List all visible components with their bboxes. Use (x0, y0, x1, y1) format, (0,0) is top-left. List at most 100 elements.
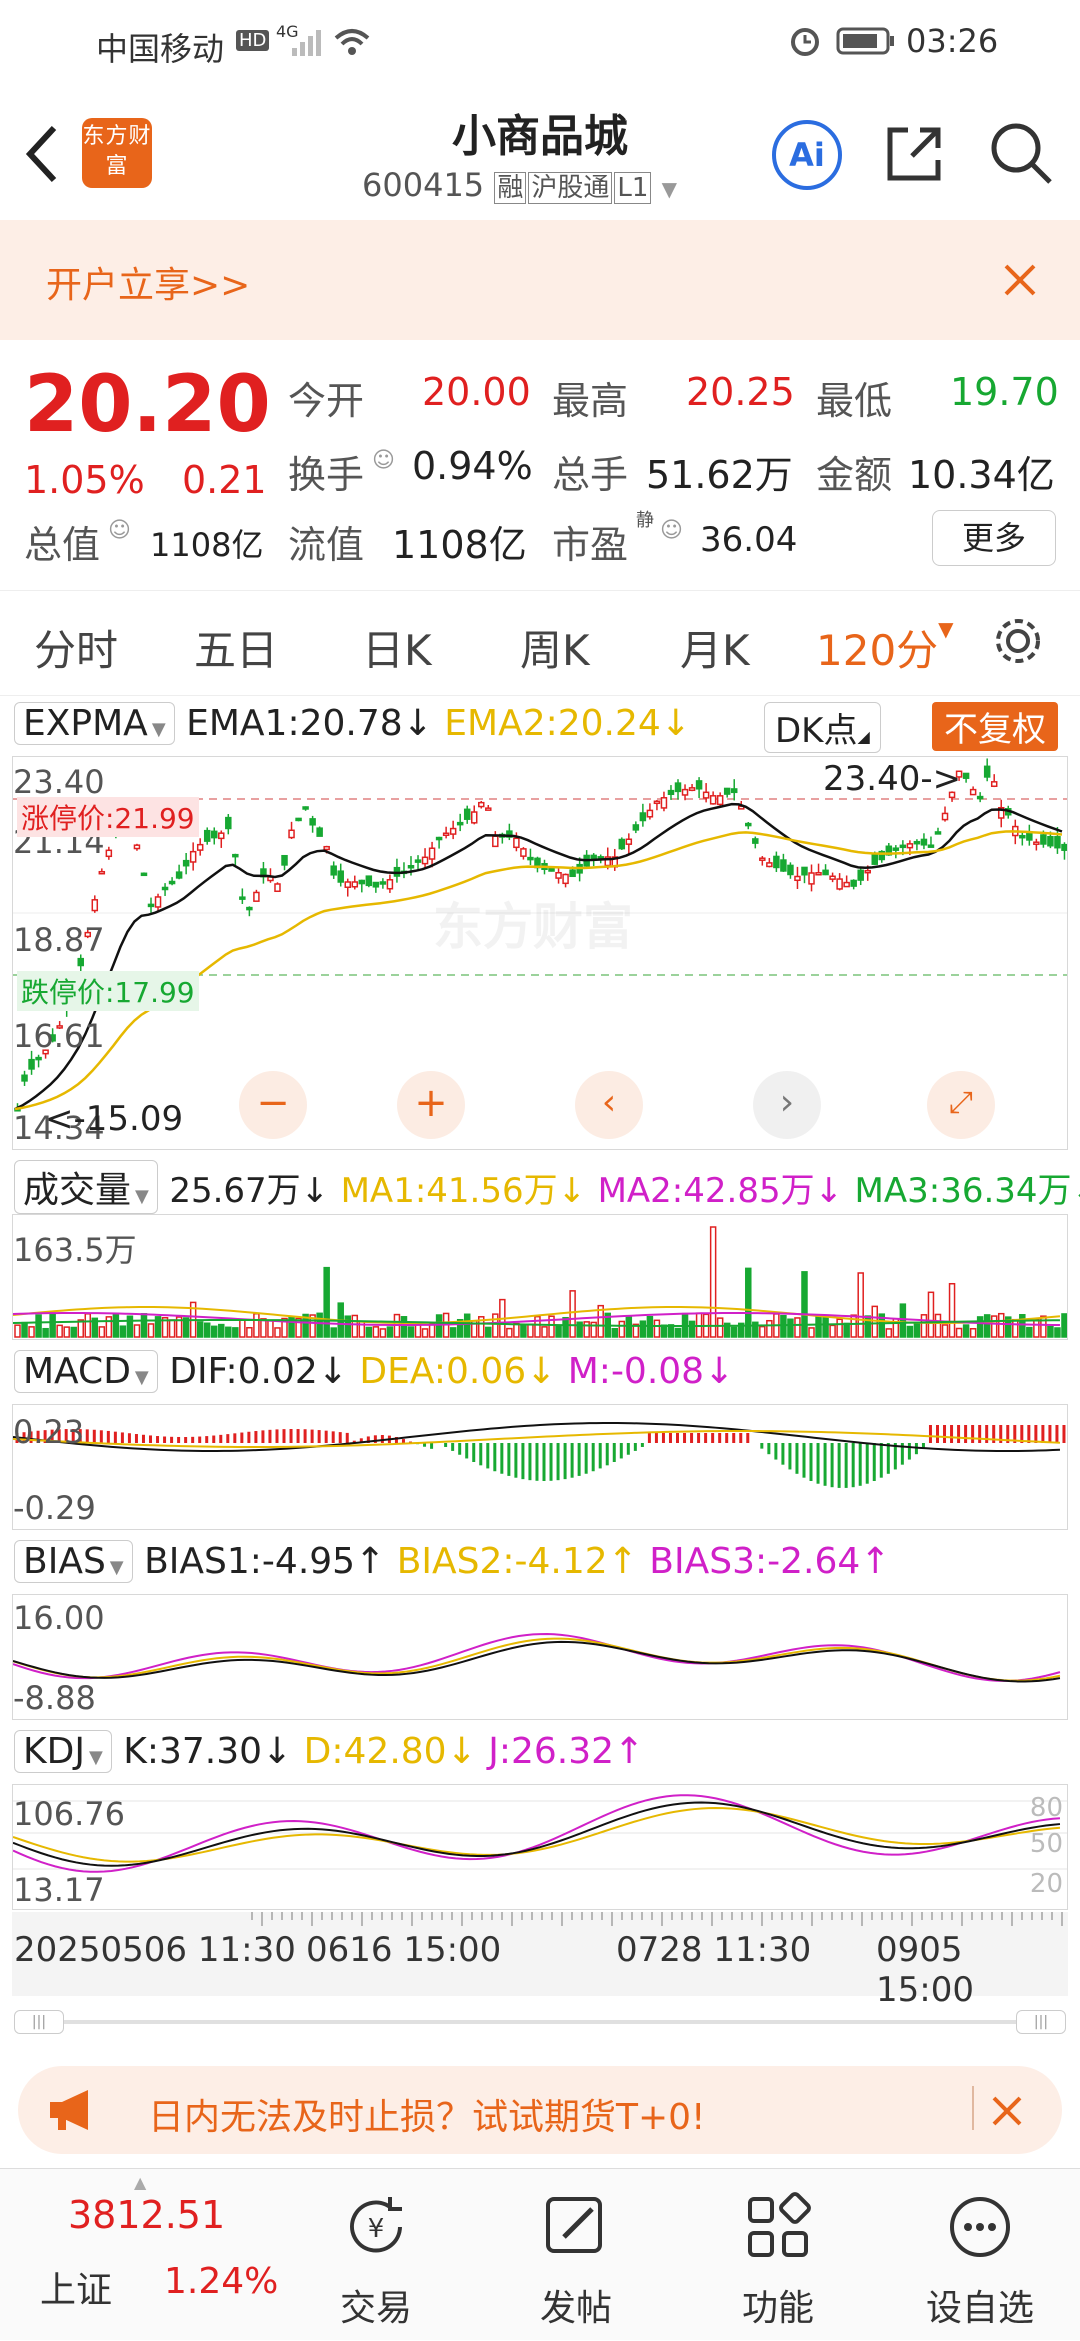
dropdown-icon: ▼ (151, 719, 166, 740)
candle-body (492, 835, 499, 848)
y-axis-bottom: 14.34 (13, 1109, 105, 1147)
volume-row: 成交量 ▼ 25.67万↓ MA1:41.56万↓ MA2:42.85万↓ MA3… (14, 1160, 1080, 1214)
candle-body (485, 807, 492, 811)
scrollbar-right-handle[interactable]: ||| (1016, 2010, 1066, 2034)
index-change[interactable]: 1.24% (164, 2261, 279, 2302)
volume-bar (421, 1328, 429, 1338)
fullscreen-icon[interactable]: ⤢ (927, 1071, 995, 1139)
kdj-select[interactable]: KDJ ▼ (14, 1730, 112, 1773)
open-label: 今开 (288, 379, 365, 423)
signal-icon (292, 30, 321, 56)
kline-panel[interactable]: 23.40 21.14 18.87 16.61 14.34 涨停价:21.99 … (12, 756, 1068, 1150)
volume-bar (267, 1319, 274, 1338)
amount-value: 10.34亿 (908, 453, 1055, 497)
function-button[interactable]: 功能 (698, 2169, 858, 2341)
bias-select[interactable]: BIAS ▼ (14, 1540, 133, 1583)
candle-body (140, 872, 148, 877)
candle-body (787, 864, 794, 876)
megaphone-icon (50, 2090, 88, 2130)
tab-intraday[interactable]: 分时 (34, 626, 119, 675)
min-price-label: <-15.09 (45, 1099, 184, 1139)
candle-body (520, 848, 527, 857)
bias2-value: BIAS2:-4.12↑ (396, 1541, 638, 1582)
indicator-select[interactable]: EXPMA ▼ (14, 702, 175, 745)
chevron-left-icon[interactable]: ‹ (575, 1071, 643, 1139)
index-name[interactable]: 上证 (40, 2270, 113, 2311)
tab-120min[interactable]: 120分▼ (816, 617, 954, 678)
back-icon[interactable] (24, 124, 60, 184)
candle-body (274, 883, 281, 893)
battery-icon (836, 27, 894, 55)
volume-bar (21, 1321, 28, 1338)
info-icon[interactable]: ☺ (660, 518, 683, 543)
bias-y-bottom: -8.88 (13, 1679, 96, 1717)
volume-bar (239, 1318, 246, 1338)
promo-banner[interactable]: 开户立享>> (0, 220, 1080, 340)
trade-label: 交易 (339, 2288, 412, 2329)
volume-bar (857, 1272, 864, 1338)
kdj-row: KDJ ▼ K:37.30↓ D:42.80↓ J:26.32↑ (14, 1730, 644, 1773)
volume-bar (1047, 1325, 1054, 1338)
kdj-ref-50: 50 (1029, 1829, 1063, 1859)
index-value[interactable]: 3812.51 (68, 2193, 226, 2237)
stock-header: 东方财富 小商品城 600415 融沪股通 L1 ▼ Ai (0, 86, 1080, 220)
close-icon[interactable] (990, 2094, 1024, 2128)
volume-bar (597, 1304, 604, 1338)
chevron-right-icon[interactable]: › (753, 1071, 821, 1139)
search-icon[interactable] (988, 120, 1054, 186)
bias-panel: 16.00 -8.88 (12, 1594, 1068, 1720)
candle-body (730, 788, 738, 794)
candle-body (913, 840, 921, 845)
volume-bar (154, 1316, 162, 1338)
info-icon[interactable]: ☺ (108, 518, 131, 543)
candle-body (1047, 835, 1054, 847)
ai-label: Ai (789, 136, 825, 174)
tab-weekly[interactable]: 周K (520, 626, 590, 675)
scrollbar-left-handle[interactable]: ||| (14, 2010, 64, 2034)
close-icon[interactable] (1002, 262, 1038, 298)
kdj-ref-20: 20 (1029, 1869, 1063, 1899)
zoom-in-button[interactable]: + (397, 1071, 465, 1139)
volume-bar (815, 1314, 822, 1338)
candle-body (189, 850, 197, 863)
period-tabs: 分时 五日 日K 周K 月K 120分▼ (0, 590, 1080, 696)
tab-five-day[interactable]: 五日 (194, 626, 279, 675)
ai-button[interactable]: Ai (772, 120, 842, 190)
info-icon[interactable]: ☺ (372, 448, 395, 473)
post-button[interactable]: 发帖 (496, 2169, 656, 2341)
candle-body (196, 843, 204, 851)
share-icon[interactable] (882, 120, 948, 186)
candle-body (653, 800, 661, 805)
volume-chart (13, 1226, 1067, 1338)
candle-body (555, 872, 562, 879)
volume-bar (77, 1319, 84, 1338)
tab-monthly[interactable]: 月K (680, 626, 750, 675)
candle-body (147, 903, 155, 908)
limit-down-label: 跌停价:17.99 (17, 971, 199, 1011)
tab-daily[interactable]: 日K (362, 626, 432, 675)
vol-ma3: MA3:36.34万↓ (854, 1171, 1080, 1211)
more-button[interactable]: 更多 (932, 510, 1056, 566)
candle-body (56, 1025, 63, 1029)
zoom-out-button[interactable]: − (239, 1071, 307, 1139)
pe-value: 36.04 (700, 520, 798, 560)
candle-body (934, 831, 942, 835)
kdj-ref-80: 80 (1029, 1793, 1063, 1823)
stock-code-row[interactable]: 600415 融沪股通 L1 ▼ (362, 166, 677, 204)
carrier-name: 中国移动 (96, 30, 225, 68)
volume-bar (885, 1328, 893, 1338)
dk-point-button[interactable]: DK点◢ (764, 702, 881, 753)
candle-body (442, 832, 450, 836)
watchlist-button[interactable]: 设自选 (900, 2169, 1060, 2341)
candle-body (948, 791, 956, 799)
app-logo-text: 东方财富 (82, 124, 152, 179)
adjust-button[interactable]: 不复权 (932, 702, 1058, 751)
volume-select[interactable]: 成交量 ▼ (14, 1160, 158, 1214)
macd-select[interactable]: MACD ▼ (14, 1350, 158, 1393)
volume-bar (218, 1323, 225, 1338)
volume-bar (49, 1312, 56, 1338)
trade-button[interactable]: ¥ 交易 (296, 2169, 456, 2341)
chart-scrollbar[interactable]: ||| ||| (14, 2010, 1066, 2034)
settings-icon[interactable] (990, 613, 1046, 669)
ad-banner[interactable]: 日内无法及时止损？试试期货T+0! (18, 2066, 1062, 2154)
